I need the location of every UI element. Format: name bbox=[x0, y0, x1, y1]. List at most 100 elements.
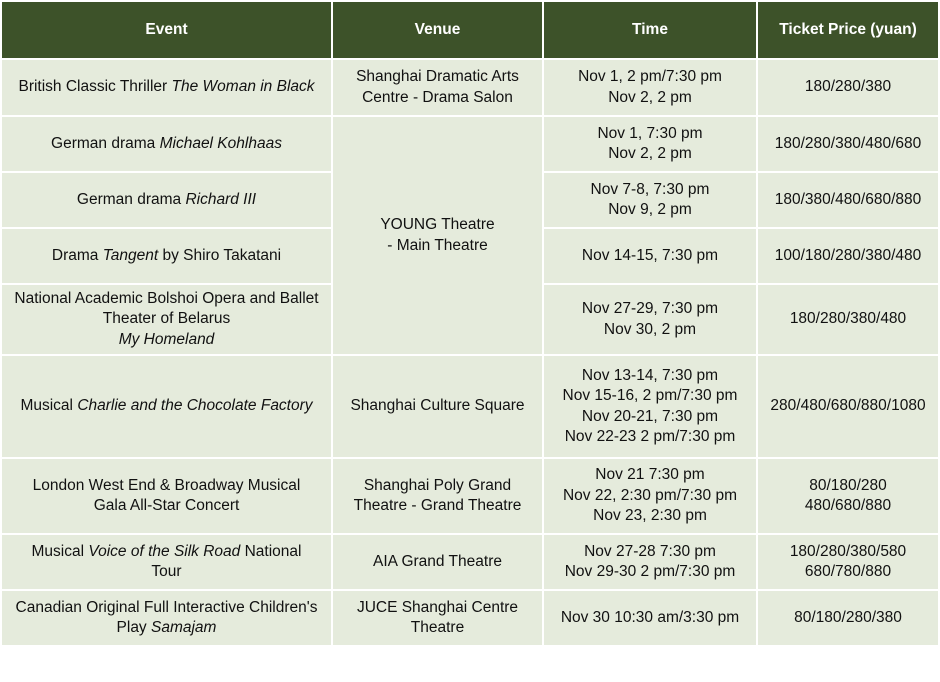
price-cell-line: 280/480/680/880/1080 bbox=[770, 397, 926, 415]
price-cell: 180/280/380 bbox=[756, 58, 940, 117]
event-text: Drama bbox=[51, 246, 103, 264]
time-cell: Nov 30 10:30 am/3:30 pm bbox=[542, 589, 758, 647]
time-cell-line: Nov 2, 2 pm bbox=[608, 145, 692, 162]
event-title: Tangent bbox=[102, 246, 159, 264]
event-text: National Academic Bolshoi Opera and Ball… bbox=[14, 289, 319, 307]
venue-cell-line: AIA Grand Theatre bbox=[373, 552, 502, 570]
table-row: Musical Voice of the Silk Road National T… bbox=[0, 533, 940, 591]
event-cell: London West End & Broadway Musical Gala A… bbox=[0, 457, 333, 535]
event-cell: Drama Tangent by Shiro Takatani bbox=[0, 227, 333, 285]
header-time: Time bbox=[542, 0, 758, 60]
event-text: Theater of Belarus bbox=[102, 310, 231, 328]
event-cell: Canadian Original Full Interactive Child… bbox=[0, 589, 333, 647]
event-cell: German drama Michael Kohlhaas bbox=[0, 115, 333, 173]
event-line: British Classic Thriller The Woman in Bl… bbox=[4, 77, 329, 98]
event-text: Canadian Original Full Interactive Child… bbox=[15, 598, 318, 616]
table-row: National Academic Bolshoi Opera and Ball… bbox=[0, 283, 940, 356]
event-text: National bbox=[240, 542, 302, 560]
price-cell: 180/380/480/680/880 bbox=[756, 171, 940, 229]
table-row: Musical Charlie and the Chocolate Factor… bbox=[0, 354, 940, 459]
event-text: by Shiro Takatani bbox=[158, 246, 282, 264]
event-text: Musical bbox=[31, 542, 89, 560]
time-cell: Nov 13-14, 7:30 pm Nov 15-16, 2 pm/7:30 p… bbox=[542, 354, 758, 459]
event-title: Voice of the Silk Road bbox=[88, 542, 241, 560]
table-row: German drama Michael Kohlhaas YOUNG Theat… bbox=[0, 115, 940, 356]
events-table: Event Venue Time Ticket Price (yuan) Bri… bbox=[0, 0, 940, 647]
time-cell-line: Nov 15-16, 2 pm/7:30 pm bbox=[562, 387, 738, 404]
event-cell: National Academic Bolshoi Opera and Ball… bbox=[0, 283, 333, 356]
time-cell: Nov 27-29, 7:30 pm Nov 30, 2 pm bbox=[542, 283, 758, 356]
event-title: Michael Kohlhaas bbox=[159, 134, 282, 152]
time-cell-line: Nov 22, 2:30 pm/7:30 pm bbox=[562, 486, 738, 504]
time-cell: Nov 7-8, 7:30 pm Nov 9, 2 pm bbox=[542, 171, 758, 229]
time-cell-line: Nov 23, 2:30 pm bbox=[593, 507, 707, 525]
venue-cell-line: - Main Theatre bbox=[387, 236, 488, 254]
venue-cell: AIA Grand Theatre bbox=[331, 533, 544, 591]
price-cell-line: 180/280/380/480/680 bbox=[774, 134, 922, 152]
venue-cell-line: YOUNG Theatre bbox=[380, 216, 495, 233]
price-cell: 180/280/380/580 680/780/880 bbox=[756, 533, 940, 591]
venue-cell-line: Shanghai Poly Grand bbox=[363, 476, 512, 494]
header-venue: Venue bbox=[331, 0, 544, 60]
event-text: British Classic Thriller bbox=[18, 78, 172, 96]
table-row: British Classic Thriller The Woman in Bl… bbox=[0, 58, 940, 117]
price-cell-line: 80/180/280/380 bbox=[794, 608, 902, 626]
time-cell: Nov 1, 2 pm/7:30 pm Nov 2, 2 pm bbox=[542, 58, 758, 117]
header-event: Event bbox=[0, 0, 333, 60]
time-cell-line: Nov 21 7:30 pm bbox=[595, 466, 705, 484]
event-line: Gala All-Star Concert bbox=[4, 496, 329, 517]
event-title: Charlie and the Chocolate Factory bbox=[77, 397, 313, 415]
time-cell: Nov 21 7:30 pm Nov 22, 2:30 pm/7:30 pm Nov… bbox=[542, 457, 758, 535]
price-cell: 180/280/380/480 bbox=[756, 283, 940, 356]
time-cell-line: Nov 27-28 7:30 pm bbox=[584, 542, 716, 560]
time-cell: Nov 14-15, 7:30 pm bbox=[542, 227, 758, 285]
time-cell-line: Nov 2, 2 pm bbox=[608, 88, 692, 106]
event-line: London West End & Broadway Musical bbox=[4, 476, 329, 497]
table-row: London West End & Broadway Musical Gala A… bbox=[0, 457, 940, 535]
venue-cell: Shanghai Poly Grand Theatre - Grand Theat… bbox=[331, 457, 544, 535]
venue-cell-line: Theatre bbox=[410, 619, 465, 636]
price-cell: 80/180/280/380 bbox=[756, 589, 940, 647]
venue-cell: JUCE Shanghai Centre Theatre bbox=[331, 589, 544, 647]
time-cell-line: Nov 7-8, 7:30 pm bbox=[590, 180, 710, 198]
venue-cell-line: Shanghai Culture Square bbox=[350, 397, 525, 415]
price-cell-line: 100/180/280/380/480 bbox=[774, 246, 922, 264]
price-cell-line: 80/180/280 bbox=[809, 476, 887, 494]
venue-cell-line: Centre - Drama Salon bbox=[362, 88, 513, 106]
price-cell: 100/180/280/380/480 bbox=[756, 227, 940, 285]
price-cell-line: 680/780/880 bbox=[804, 563, 892, 580]
table-body: British Classic Thriller The Woman in Bl… bbox=[0, 58, 940, 647]
event-line: German drama Michael Kohlhaas bbox=[4, 134, 329, 155]
price-cell-line: 180/280/380/480 bbox=[789, 310, 907, 328]
event-text: London West End & Broadway Musical bbox=[32, 476, 301, 494]
venue-cell: Shanghai Culture Square bbox=[331, 354, 544, 459]
time-cell-line: Nov 30, 2 pm bbox=[603, 320, 697, 338]
time-cell-line: Nov 27-29, 7:30 pm bbox=[581, 300, 719, 317]
event-text: Play bbox=[116, 619, 151, 636]
time-cell-line: Nov 30 10:30 am/3:30 pm bbox=[560, 608, 740, 626]
event-cell: Musical Voice of the Silk Road National T… bbox=[0, 533, 333, 591]
table-row: Canadian Original Full Interactive Child… bbox=[0, 589, 940, 647]
time-cell: Nov 1, 7:30 pm Nov 2, 2 pm bbox=[542, 115, 758, 173]
event-title: Samajam bbox=[151, 619, 217, 636]
event-text: Gala All-Star Concert bbox=[93, 497, 240, 514]
time-cell: Nov 27-28 7:30 pm Nov 29-30 2 pm/7:30 pm bbox=[542, 533, 758, 591]
price-cell-line: 480/680/880 bbox=[804, 497, 892, 514]
header-row: Event Venue Time Ticket Price (yuan) bbox=[0, 0, 940, 60]
time-cell-line: Nov 29-30 2 pm/7:30 pm bbox=[564, 563, 736, 580]
price-cell-line: 180/380/480/680/880 bbox=[774, 190, 922, 208]
event-line: Play Samajam bbox=[4, 618, 329, 639]
event-line: My Homeland bbox=[4, 330, 329, 351]
venue-cell: YOUNG Theatre - Main Theatre bbox=[331, 115, 544, 356]
event-cell: German drama Richard III bbox=[0, 171, 333, 229]
event-line: Musical Charlie and the Chocolate Factor… bbox=[4, 396, 329, 417]
event-text: German drama bbox=[76, 190, 186, 208]
event-line: Drama Tangent by Shiro Takatani bbox=[4, 246, 329, 267]
time-cell-line: Nov 9, 2 pm bbox=[608, 201, 692, 218]
price-cell-line: 180/280/380 bbox=[804, 78, 892, 96]
table-row: Drama Tangent by Shiro Takatani Nov 14-15… bbox=[0, 227, 940, 285]
event-title: Richard III bbox=[185, 190, 257, 208]
price-cell-line: 180/280/380/580 bbox=[789, 542, 907, 560]
event-line: German drama Richard III bbox=[4, 190, 329, 211]
event-title: My Homeland bbox=[118, 330, 215, 348]
